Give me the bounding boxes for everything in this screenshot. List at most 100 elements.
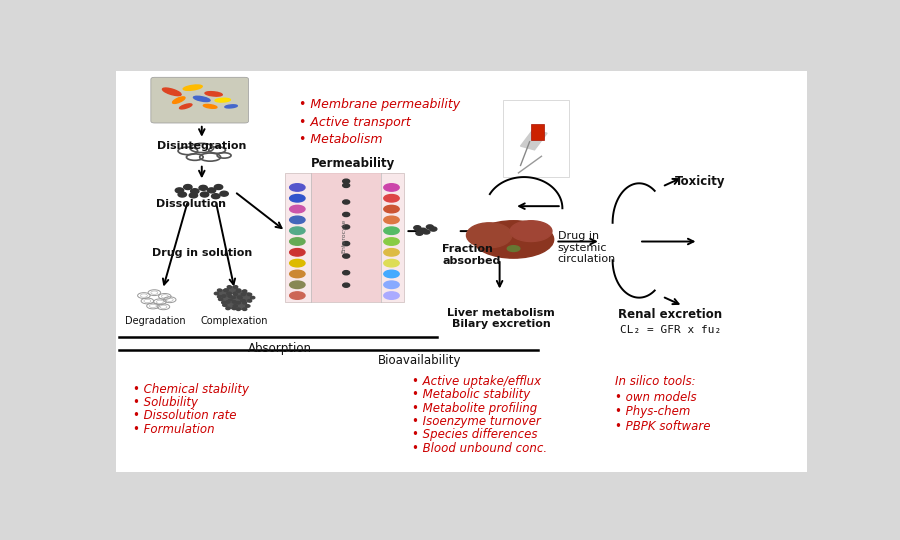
Circle shape [199, 185, 207, 191]
Circle shape [227, 287, 238, 293]
Circle shape [228, 301, 232, 304]
Text: • Chemical stability: • Chemical stability [133, 383, 249, 396]
Text: Dissolution: Dissolution [157, 199, 226, 208]
Text: • Metabolite profiling: • Metabolite profiling [412, 402, 537, 415]
Circle shape [231, 297, 242, 304]
Ellipse shape [508, 246, 520, 252]
Circle shape [227, 292, 231, 295]
Circle shape [248, 293, 252, 296]
Circle shape [241, 299, 245, 302]
Ellipse shape [383, 227, 400, 234]
Text: • Active uptake/efflux: • Active uptake/efflux [412, 375, 542, 388]
Circle shape [243, 301, 247, 304]
Text: Renal excretion: Renal excretion [618, 308, 723, 321]
Ellipse shape [290, 248, 305, 256]
Text: Liver metabolism
Bilary excretion: Liver metabolism Bilary excretion [447, 308, 555, 329]
Circle shape [221, 296, 232, 302]
Text: Bioavailability: Bioavailability [378, 354, 461, 367]
Circle shape [343, 183, 350, 187]
Circle shape [214, 292, 219, 295]
Circle shape [241, 300, 246, 302]
Circle shape [416, 231, 423, 235]
Ellipse shape [510, 221, 552, 241]
Text: Fraction
absorbed: Fraction absorbed [443, 245, 500, 266]
Circle shape [235, 304, 239, 306]
Ellipse shape [290, 216, 305, 224]
Circle shape [217, 290, 229, 297]
Circle shape [227, 286, 231, 288]
Ellipse shape [383, 292, 400, 299]
Ellipse shape [473, 221, 554, 258]
Text: CL₂ = GFR x fu₂: CL₂ = GFR x fu₂ [620, 325, 721, 335]
Circle shape [246, 293, 250, 295]
Circle shape [343, 179, 350, 183]
FancyBboxPatch shape [285, 173, 404, 302]
Circle shape [220, 191, 229, 196]
Text: • Dissolution rate: • Dissolution rate [133, 409, 237, 422]
Text: Disintegration: Disintegration [158, 141, 247, 151]
Circle shape [343, 271, 350, 275]
Circle shape [419, 228, 427, 232]
FancyBboxPatch shape [151, 77, 248, 123]
Circle shape [238, 302, 242, 305]
Ellipse shape [383, 248, 400, 256]
Circle shape [343, 241, 350, 246]
FancyBboxPatch shape [116, 71, 806, 472]
Circle shape [226, 301, 230, 303]
Circle shape [250, 296, 255, 299]
Ellipse shape [383, 194, 400, 202]
Circle shape [243, 290, 247, 292]
Circle shape [232, 301, 237, 303]
Ellipse shape [383, 270, 400, 278]
Circle shape [229, 299, 232, 302]
Circle shape [233, 292, 238, 295]
Circle shape [201, 192, 209, 197]
Text: • Active transport: • Active transport [300, 116, 411, 129]
Circle shape [178, 192, 186, 197]
Text: Absorption: Absorption [248, 342, 312, 355]
Circle shape [233, 293, 238, 295]
Text: Drug in solution: Drug in solution [152, 248, 252, 258]
Text: • Metabolism: • Metabolism [300, 133, 382, 146]
Ellipse shape [215, 98, 230, 102]
Circle shape [228, 295, 232, 298]
Text: Complexation: Complexation [201, 315, 268, 326]
FancyBboxPatch shape [531, 124, 544, 140]
Circle shape [343, 225, 350, 229]
Ellipse shape [163, 88, 181, 96]
Ellipse shape [383, 184, 400, 191]
Ellipse shape [466, 223, 512, 248]
Ellipse shape [290, 270, 305, 278]
Circle shape [236, 302, 248, 309]
Circle shape [231, 302, 236, 305]
Circle shape [231, 296, 236, 299]
Text: • PBPK software: • PBPK software [615, 420, 710, 433]
Ellipse shape [383, 205, 400, 213]
Ellipse shape [290, 259, 305, 267]
Circle shape [427, 225, 434, 229]
Text: Degradation: Degradation [125, 315, 186, 326]
Circle shape [343, 254, 350, 258]
Text: • Formulation: • Formulation [133, 422, 215, 436]
Circle shape [232, 307, 237, 309]
Circle shape [246, 305, 250, 307]
Ellipse shape [383, 281, 400, 288]
FancyBboxPatch shape [503, 100, 570, 177]
Text: Permeability: Permeability [311, 157, 395, 170]
Circle shape [212, 194, 220, 199]
FancyArrow shape [520, 129, 547, 150]
Circle shape [184, 185, 192, 190]
Ellipse shape [184, 85, 202, 90]
Circle shape [237, 289, 241, 292]
Circle shape [238, 296, 242, 299]
Ellipse shape [290, 227, 305, 234]
Circle shape [222, 304, 227, 306]
Circle shape [241, 294, 252, 301]
Circle shape [221, 295, 226, 298]
Circle shape [236, 291, 248, 298]
Ellipse shape [194, 96, 210, 102]
Circle shape [214, 185, 222, 190]
Ellipse shape [205, 92, 222, 96]
Ellipse shape [173, 97, 185, 104]
Circle shape [423, 230, 430, 234]
